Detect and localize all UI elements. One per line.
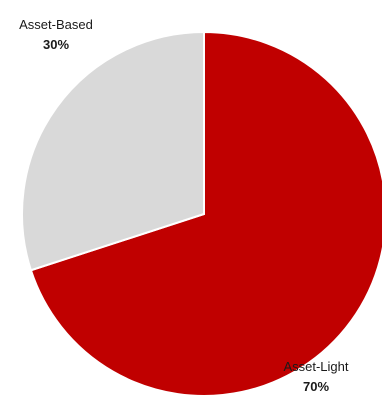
slice-value-asset-based: 30% (43, 37, 69, 52)
slice-label-asset-light: Asset-Light (283, 359, 348, 374)
slice-value-asset-light: 70% (303, 379, 329, 394)
pie-slices (21, 30, 382, 397)
pie-slice-asset-based (21, 30, 205, 272)
slice-label-asset-based: Asset-Based (19, 17, 93, 32)
pie-slice-asset-light (29, 30, 382, 397)
